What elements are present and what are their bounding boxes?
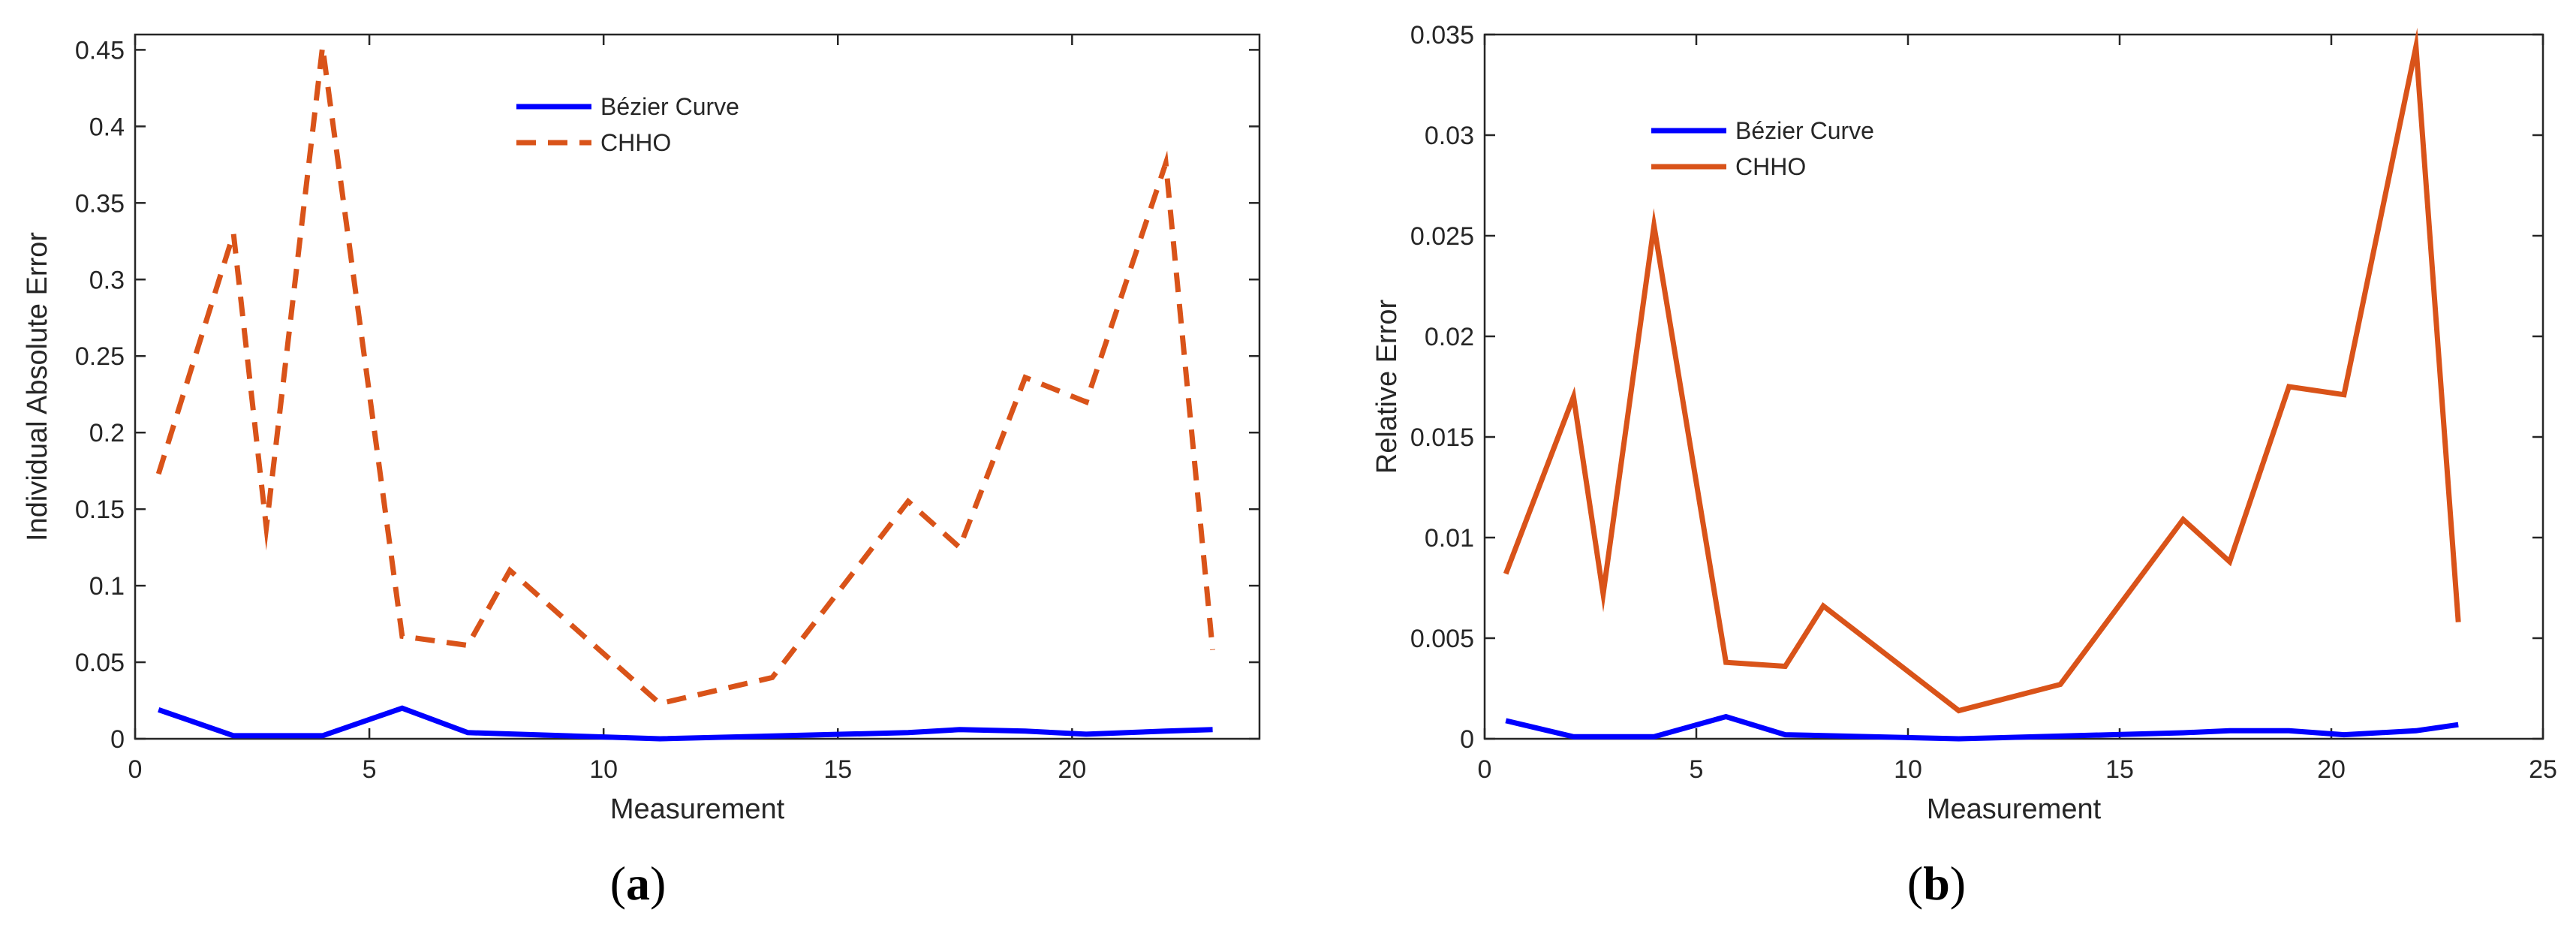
y-tick-label: 0.025 xyxy=(1410,222,1474,251)
legend-entry-label: Bézier Curve xyxy=(1735,117,1874,144)
series-line-b-zier-curve xyxy=(158,705,1213,742)
y-tick-label: 0.035 xyxy=(1410,21,1474,50)
x-tick-label: 25 xyxy=(2529,755,2557,784)
x-tick-label: 5 xyxy=(363,755,377,784)
x-tick-label: 15 xyxy=(2105,755,2134,784)
y-tick-label: 0.4 xyxy=(89,113,125,141)
y-tick-label: 0 xyxy=(110,725,125,754)
series-line-b-zier-curve xyxy=(1505,713,2459,742)
chart-panel-a: 0 5 10 15 20 0 0.05 0.1 0.15 0.2 0.25 0.3 0.35 0.4 0.4… xyxy=(22,26,1261,910)
y-tick-label: 0.015 xyxy=(1410,423,1474,452)
legend-entry-label: CHHO xyxy=(600,129,671,156)
y-tick-label: 0 xyxy=(1460,725,1474,754)
y-tick-label: 0.1 xyxy=(89,572,125,601)
chart-panel-b: 0 5 10 15 20 25 0 0.005 0.01 0.015 0.02 0.025 0.03 0.… xyxy=(1371,21,2557,910)
panel-label: (b) xyxy=(1907,857,1966,910)
x-tick-label: 10 xyxy=(1894,755,1922,784)
y-axis-label: Relative Error xyxy=(1371,300,1403,475)
x-tick-label: 10 xyxy=(589,755,618,784)
y-tick-label: 0.03 xyxy=(1425,122,1474,150)
y-tick-label: 0.35 xyxy=(75,189,125,218)
x-tick-label: 0 xyxy=(128,755,143,784)
plot-area xyxy=(134,33,1261,740)
x-tick-label: 20 xyxy=(1058,755,1086,784)
plot-area xyxy=(1483,33,2544,740)
y-tick-label: 0.15 xyxy=(75,496,125,524)
x-tick-label: 20 xyxy=(2317,755,2346,784)
y-tick-label: 0.25 xyxy=(75,342,125,371)
x-tick-label: 5 xyxy=(1690,755,1704,784)
panel-label: (a) xyxy=(610,857,667,910)
y-axis-label: Individual Absolute Error xyxy=(22,232,53,541)
legend-entry-label: Bézier Curve xyxy=(600,93,739,120)
y-tick-label: 0.05 xyxy=(75,649,125,677)
x-axis-label: Measurement xyxy=(1927,794,2102,825)
series-line-chho xyxy=(155,26,1216,706)
y-tick-label: 0.2 xyxy=(89,419,125,447)
x-tick-label: 0 xyxy=(1478,755,1492,784)
x-tick-label: 15 xyxy=(823,755,852,784)
legend-entry-label: CHHO xyxy=(1735,153,1806,180)
y-tick-label: 0.005 xyxy=(1410,625,1474,653)
y-tick-label: 0.3 xyxy=(89,266,125,294)
series-line-chho xyxy=(1503,27,2461,714)
x-axis-label: Measurement xyxy=(610,794,785,825)
y-tick-label: 0.45 xyxy=(75,36,125,65)
y-tick-label: 0.02 xyxy=(1425,323,1474,351)
y-tick-label: 0.01 xyxy=(1425,524,1474,553)
